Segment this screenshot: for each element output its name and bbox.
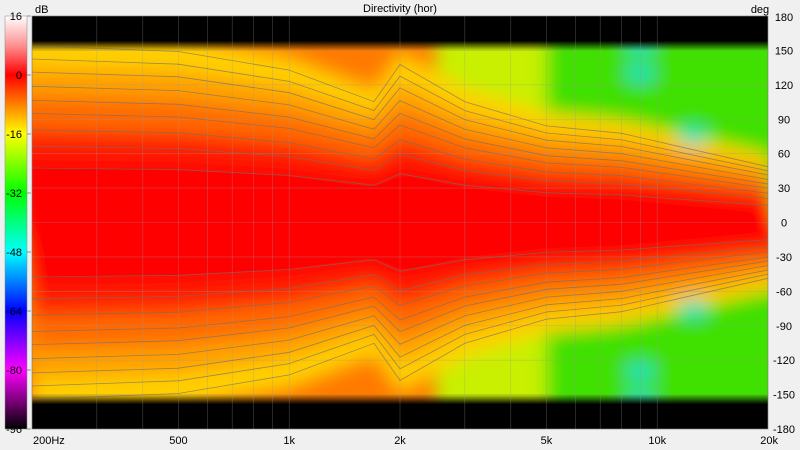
contour-line (32, 239, 768, 278)
x-tick-label: 500 (169, 435, 187, 447)
y-tick-label: -120 (773, 355, 795, 367)
y-tick-label: 120 (775, 80, 793, 92)
contour-line (32, 265, 768, 360)
heatmap-area (32, 16, 768, 429)
contour-line (32, 113, 768, 189)
colorbar-tick-label: 0 (16, 70, 22, 82)
contour-line (32, 256, 768, 332)
colorbar-tick-label: -48 (6, 247, 22, 259)
x-tick-label: 10k (648, 435, 666, 447)
y-tick-label: -60 (776, 286, 792, 298)
colorbar-tick-label: 16 (10, 11, 22, 23)
chart-title: Directivity (hor) (363, 3, 437, 15)
colorbar-unit-label: dB (35, 4, 48, 16)
y-tick-label: -180 (773, 424, 795, 436)
contour-line (32, 246, 768, 300)
contour-line (32, 277, 768, 400)
y-unit-label: deg (751, 4, 769, 16)
x-tick-label: 5k (541, 435, 553, 447)
contour-line (32, 100, 768, 185)
contour-line (32, 167, 768, 206)
contour-line (32, 260, 768, 345)
colorbar-tick-label: -64 (6, 306, 22, 318)
colorbar-tick-label: -32 (6, 188, 22, 200)
colorbar (4, 15, 28, 430)
colorbar-tick-label: -16 (6, 129, 22, 141)
x-tick-label: 2k (394, 435, 406, 447)
colorbar-tick-label: -96 (6, 424, 22, 436)
x-tick-label: 20k (760, 435, 778, 447)
y-tick-label: 0 (781, 218, 787, 230)
colorbar-tick-labels: 16 0 -16 -32 -48 -64 -80 -96 (6, 11, 31, 436)
heatmap-edge-bands (32, 16, 768, 429)
contour-line (32, 58, 768, 172)
y-tick-label: 150 (775, 45, 793, 57)
contour-line (32, 129, 768, 194)
grid (32, 16, 768, 429)
x-tick-label: 1k (283, 435, 295, 447)
contour-line (32, 71, 768, 176)
contour-line (32, 269, 768, 374)
contour-line (32, 251, 768, 316)
contour-line (32, 85, 768, 180)
y-tick-label: 30 (778, 183, 790, 195)
contour-line (32, 45, 768, 168)
colorbar-tick-label: -80 (6, 365, 22, 377)
y-tick-label: 60 (778, 149, 790, 161)
contour-line (32, 273, 768, 387)
y-tick-labels: 180 150 120 90 60 30 0 -30 -60 -90 -120 -150 -180 (773, 12, 795, 436)
y-tick-label: -90 (776, 321, 792, 333)
y-tick-label: -150 (773, 390, 795, 402)
y-tick-label: 90 (778, 114, 790, 126)
plot-frame (31, 15, 769, 430)
y-tick-label: -30 (776, 252, 792, 264)
x-tick-label: 200Hz (33, 435, 65, 447)
x-tick-labels: 200Hz 500 1k 2k 5k 10k 20k (33, 435, 778, 447)
contour-lines (32, 45, 768, 400)
y-tick-label: 180 (775, 12, 793, 24)
contour-line (32, 145, 768, 199)
